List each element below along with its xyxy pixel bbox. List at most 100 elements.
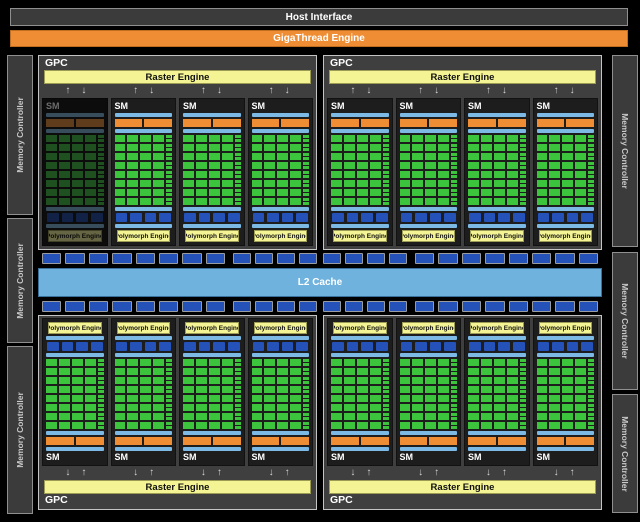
cuda-core (196, 171, 207, 178)
ldst-unit (98, 198, 104, 201)
cuda-core (468, 377, 479, 384)
ldst-unit (588, 175, 594, 178)
ldst-unit (451, 386, 457, 389)
ldst-unit-column-cell (520, 189, 526, 196)
texture-unit (376, 213, 388, 222)
cuda-core (46, 171, 57, 178)
ldst-unit-column-cell (383, 198, 389, 205)
ldst-unit (235, 180, 241, 183)
ldst-unit-column-cell (303, 171, 309, 178)
sm-label: SM (537, 102, 595, 111)
cuda-core-grid (183, 359, 241, 429)
ldst-unit (588, 417, 594, 420)
crossbar-cell (323, 253, 341, 264)
cuda-core (468, 359, 479, 366)
ldst-unit (520, 157, 526, 160)
polymorph-engine: Polymorph Engine (470, 230, 524, 242)
arrow-down-icon: ↓ (201, 467, 206, 479)
cuda-core (494, 144, 505, 151)
polymorph-engine: Polymorph Engine (117, 230, 171, 242)
cuda-core (507, 189, 518, 196)
cuda-core (562, 144, 573, 151)
arrow-down-icon: ↓ (149, 85, 154, 97)
cuda-core (400, 144, 411, 151)
ldst-unit (235, 189, 241, 192)
cuda-core (331, 171, 342, 178)
cuda-core-grid (468, 359, 526, 429)
texture-unit (228, 342, 240, 351)
crossbar-cell (438, 301, 457, 312)
cuda-core (277, 135, 288, 142)
crossbar-row-bottom (38, 301, 602, 312)
ldst-unit (520, 372, 526, 375)
cuda-core (468, 162, 479, 169)
cuda-core (468, 144, 479, 151)
cuda-core (59, 395, 70, 402)
l2-cache-bar: L2 Cache (38, 268, 602, 297)
cuda-core (400, 198, 411, 205)
register-file-bar (183, 129, 241, 133)
cuda-core (153, 198, 164, 205)
texture-unit (376, 342, 388, 351)
cuda-core (575, 189, 586, 196)
cuda-core (344, 413, 355, 420)
ldst-unit (166, 372, 172, 375)
cuda-core (357, 153, 368, 160)
cuda-core (183, 377, 194, 384)
cuda-core (344, 180, 355, 187)
ldst-unit (451, 202, 457, 205)
cuda-core (507, 413, 518, 420)
ldst-unit (588, 139, 594, 142)
cuda-core (264, 422, 275, 429)
shared-memory-bar (331, 207, 389, 211)
cuda-core (370, 180, 381, 187)
ldst-unit (303, 198, 309, 201)
ldst-unit (98, 408, 104, 411)
cuda-core (481, 377, 492, 384)
ldst-unit-column-cell (98, 395, 104, 402)
warp-scheduler-segment (331, 119, 359, 127)
ldst-unit (303, 153, 309, 156)
sm-tile: Polymorph EngineSM (248, 318, 314, 466)
ldst-unit (98, 153, 104, 156)
ldst-unit (520, 381, 526, 384)
ldst-unit (588, 395, 594, 398)
cuda-core (400, 162, 411, 169)
ldst-unit-column-cell (451, 422, 457, 429)
sm-tile-disabled: SMPolymorph Engine (42, 98, 108, 246)
cuda-core (290, 171, 301, 178)
gpc-label: GPC (327, 58, 598, 69)
cuda-core (412, 162, 423, 169)
cuda-core-grid (115, 135, 173, 205)
cuda-core (153, 386, 164, 393)
ldst-unit (383, 171, 389, 174)
ldst-unit (166, 381, 172, 384)
sm-row: Polymorph EngineSMPolymorph EngineSMPoly… (327, 318, 598, 466)
cuda-core (127, 189, 138, 196)
ldst-unit-column-cell (235, 171, 241, 178)
crossbar-cell (159, 301, 178, 312)
ldst-unit (98, 193, 104, 196)
cuda-core (400, 386, 411, 393)
ldst-unit-column-cell (98, 189, 104, 196)
ldst-unit (588, 184, 594, 187)
cuda-core (370, 413, 381, 420)
raster-engine: Raster Engine (44, 480, 311, 494)
cuda-core (59, 404, 70, 411)
cuda-core (72, 198, 83, 205)
texture-unit (62, 213, 74, 222)
instruction-cache-bar (400, 447, 458, 451)
polymorph-engine: Polymorph Engine (333, 230, 387, 242)
texture-unit (567, 213, 579, 222)
cuda-core (264, 171, 275, 178)
cuda-core (370, 144, 381, 151)
cuda-core (412, 413, 423, 420)
ldst-unit (235, 171, 241, 174)
cuda-core (481, 153, 492, 160)
crossbar-cell (42, 253, 61, 264)
crossbar-group (415, 253, 598, 264)
ldst-unit (588, 377, 594, 380)
ldst-unit-column-cell (166, 180, 172, 187)
crossbar-cell (438, 253, 457, 264)
cuda-core (412, 198, 423, 205)
